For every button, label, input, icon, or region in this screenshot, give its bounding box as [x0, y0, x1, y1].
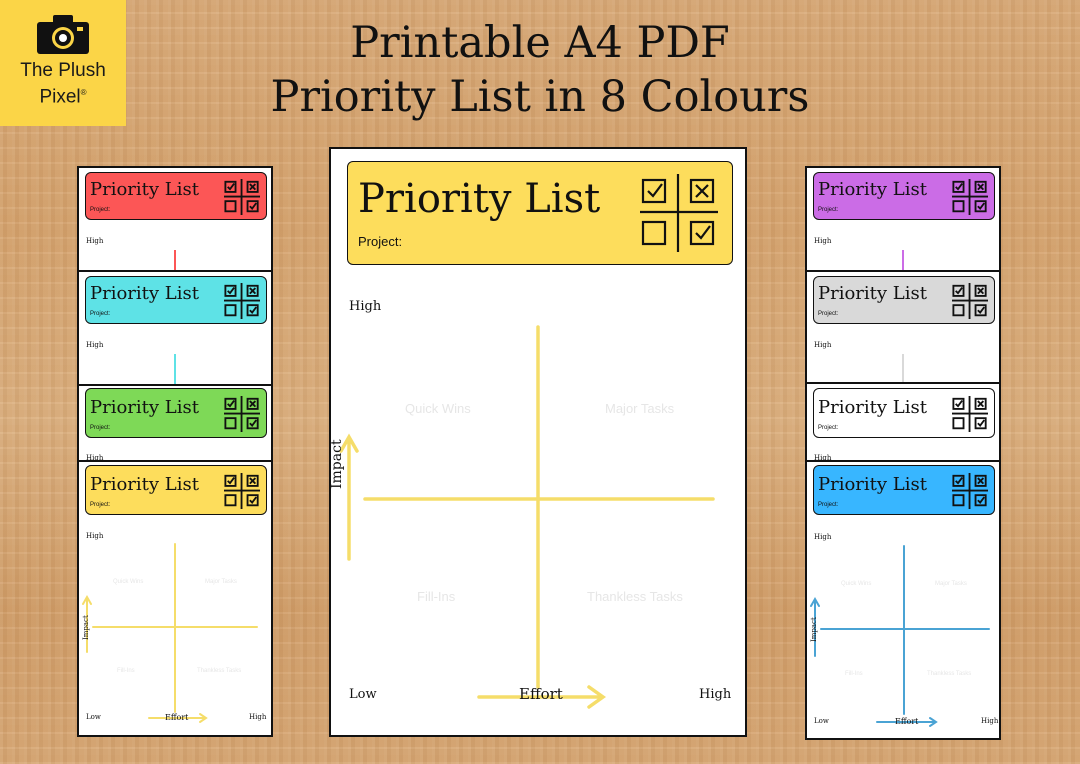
mini-project-label: Project: [818, 502, 839, 508]
high-effort-label: High [699, 687, 732, 702]
mini-header-cyan: Priority List Project: [85, 276, 267, 324]
mini-axis-purple [902, 250, 904, 270]
mini-project-label: Project: [818, 425, 839, 431]
mini-heading: Priority List [818, 474, 927, 495]
mini-quadrant-fill-ins: Fill-Ins [117, 668, 135, 674]
mini-sheet-yellow: Priority List Project: High Quick Wins M… [77, 460, 273, 737]
mini-low-label: Low [814, 717, 829, 725]
checkbox-grid-icon [640, 174, 718, 252]
main-priority-sheet: Priority List Project: High Quick Wins M… [329, 147, 747, 737]
checkbox-grid-icon [224, 283, 260, 319]
mini-quadrant-quick-wins: Quick Wins [113, 579, 144, 585]
quadrant-major-tasks: Major Tasks [605, 401, 675, 416]
mini-heading: Priority List [90, 474, 199, 495]
mini-project-label: Project: [90, 425, 111, 431]
mini-header-blue: Priority List Project: [813, 465, 995, 515]
mini-header-yellow: Priority List Project: [85, 465, 267, 515]
mini-quadrant-thankless: Thankless Tasks [197, 668, 242, 674]
priority-matrix-axes [339, 325, 715, 709]
mini-impact-label: Impact [82, 615, 90, 640]
camera-icon [37, 15, 89, 54]
mini-project-label: Project: [90, 311, 111, 317]
mini-sheet-blue: Priority List Project: High Quick Wins M… [805, 460, 1001, 740]
mini-effort-label: Effort [165, 713, 189, 722]
mini-quadrant-thankless: Thankless Tasks [927, 671, 972, 677]
mini-axis-cyan [174, 354, 176, 384]
mini-axis-red [174, 250, 176, 270]
mini-quadrant-fill-ins: Fill-Ins [845, 671, 863, 677]
brand-logo: The Plush Pixel® [0, 0, 126, 126]
brand-name-line2: Pixel® [39, 86, 87, 108]
mini-sheet-purple: Priority List Project: High [805, 166, 1001, 272]
mini-header-grey: Priority List Project: [813, 276, 995, 324]
mini-sheet-green: Priority List Project: High [77, 384, 273, 464]
mini-effort-label: Effort [895, 717, 919, 726]
mini-high-label: High [814, 454, 832, 462]
mini-project-label: Project: [90, 502, 111, 508]
checkbox-grid-icon [224, 179, 260, 215]
mini-project-label: Project: [818, 207, 839, 213]
mini-high-label: High [86, 237, 104, 245]
brand-name-line1: The Plush [20, 60, 106, 81]
mini-low-label: Low [86, 713, 101, 721]
checkbox-grid-icon [952, 473, 988, 509]
mini-high-effort-label: High [981, 717, 999, 725]
mini-header-white: Priority List Project: [813, 388, 995, 438]
sheet-header: Priority List Project: [347, 161, 733, 265]
mini-project-label: Project: [90, 207, 111, 213]
mini-heading: Priority List [90, 397, 199, 418]
mini-high-label: High [814, 237, 832, 245]
mini-header-red: Priority List Project: [85, 172, 267, 220]
mini-high-label: High [86, 532, 104, 540]
quadrant-fill-ins: Fill-Ins [417, 589, 456, 604]
checkbox-grid-icon [952, 396, 988, 432]
checkbox-grid-icon [224, 473, 260, 509]
page-title-line1: Printable A4 PDF [350, 18, 730, 68]
mini-high-label: High [86, 454, 104, 462]
mini-high-label: High [86, 341, 104, 349]
mini-sheet-white: Priority List Project: High [805, 382, 1001, 464]
project-label: Project: [358, 234, 403, 249]
mini-sheet-grey: Priority List Project: High [805, 270, 1001, 386]
mini-quadrant-major-tasks: Major Tasks [205, 579, 237, 585]
mini-quadrant-major-tasks: Major Tasks [935, 581, 967, 587]
mini-heading: Priority List [818, 283, 927, 304]
effort-axis-label: Effort [519, 685, 563, 703]
mini-project-label: Project: [818, 311, 839, 317]
mini-matrix-axes [82, 543, 258, 723]
mini-header-green: Priority List Project: [85, 388, 267, 438]
mini-heading: Priority List [818, 397, 927, 418]
mini-heading: Priority List [818, 179, 927, 200]
quadrant-quick-wins: Quick Wins [405, 401, 471, 416]
mini-high-label: High [814, 341, 832, 349]
mini-matrix-axes [810, 545, 990, 727]
mini-high-effort-label: High [249, 713, 267, 721]
mini-heading: Priority List [90, 179, 199, 200]
mini-sheet-red: Priority List Project: High [77, 166, 273, 272]
checkbox-grid-icon [224, 396, 260, 432]
mini-heading: Priority List [90, 283, 199, 304]
page-title-line2: Priority List in 8 Colours [270, 72, 810, 122]
mini-quadrant-quick-wins: Quick Wins [841, 581, 872, 587]
checkbox-grid-icon [952, 283, 988, 319]
low-label: Low [349, 687, 377, 702]
impact-axis-label: Impact [329, 439, 345, 489]
high-label: High [349, 299, 382, 314]
checkbox-grid-icon [952, 179, 988, 215]
sheet-heading: Priority List [358, 176, 601, 222]
mini-header-purple: Priority List Project: [813, 172, 995, 220]
mini-sheet-cyan: Priority List Project: High [77, 270, 273, 386]
mini-axis-grey [902, 354, 904, 384]
quadrant-thankless-tasks: Thankless Tasks [587, 589, 683, 604]
mini-high-label: High [814, 533, 832, 541]
mini-impact-label: Impact [810, 617, 818, 642]
